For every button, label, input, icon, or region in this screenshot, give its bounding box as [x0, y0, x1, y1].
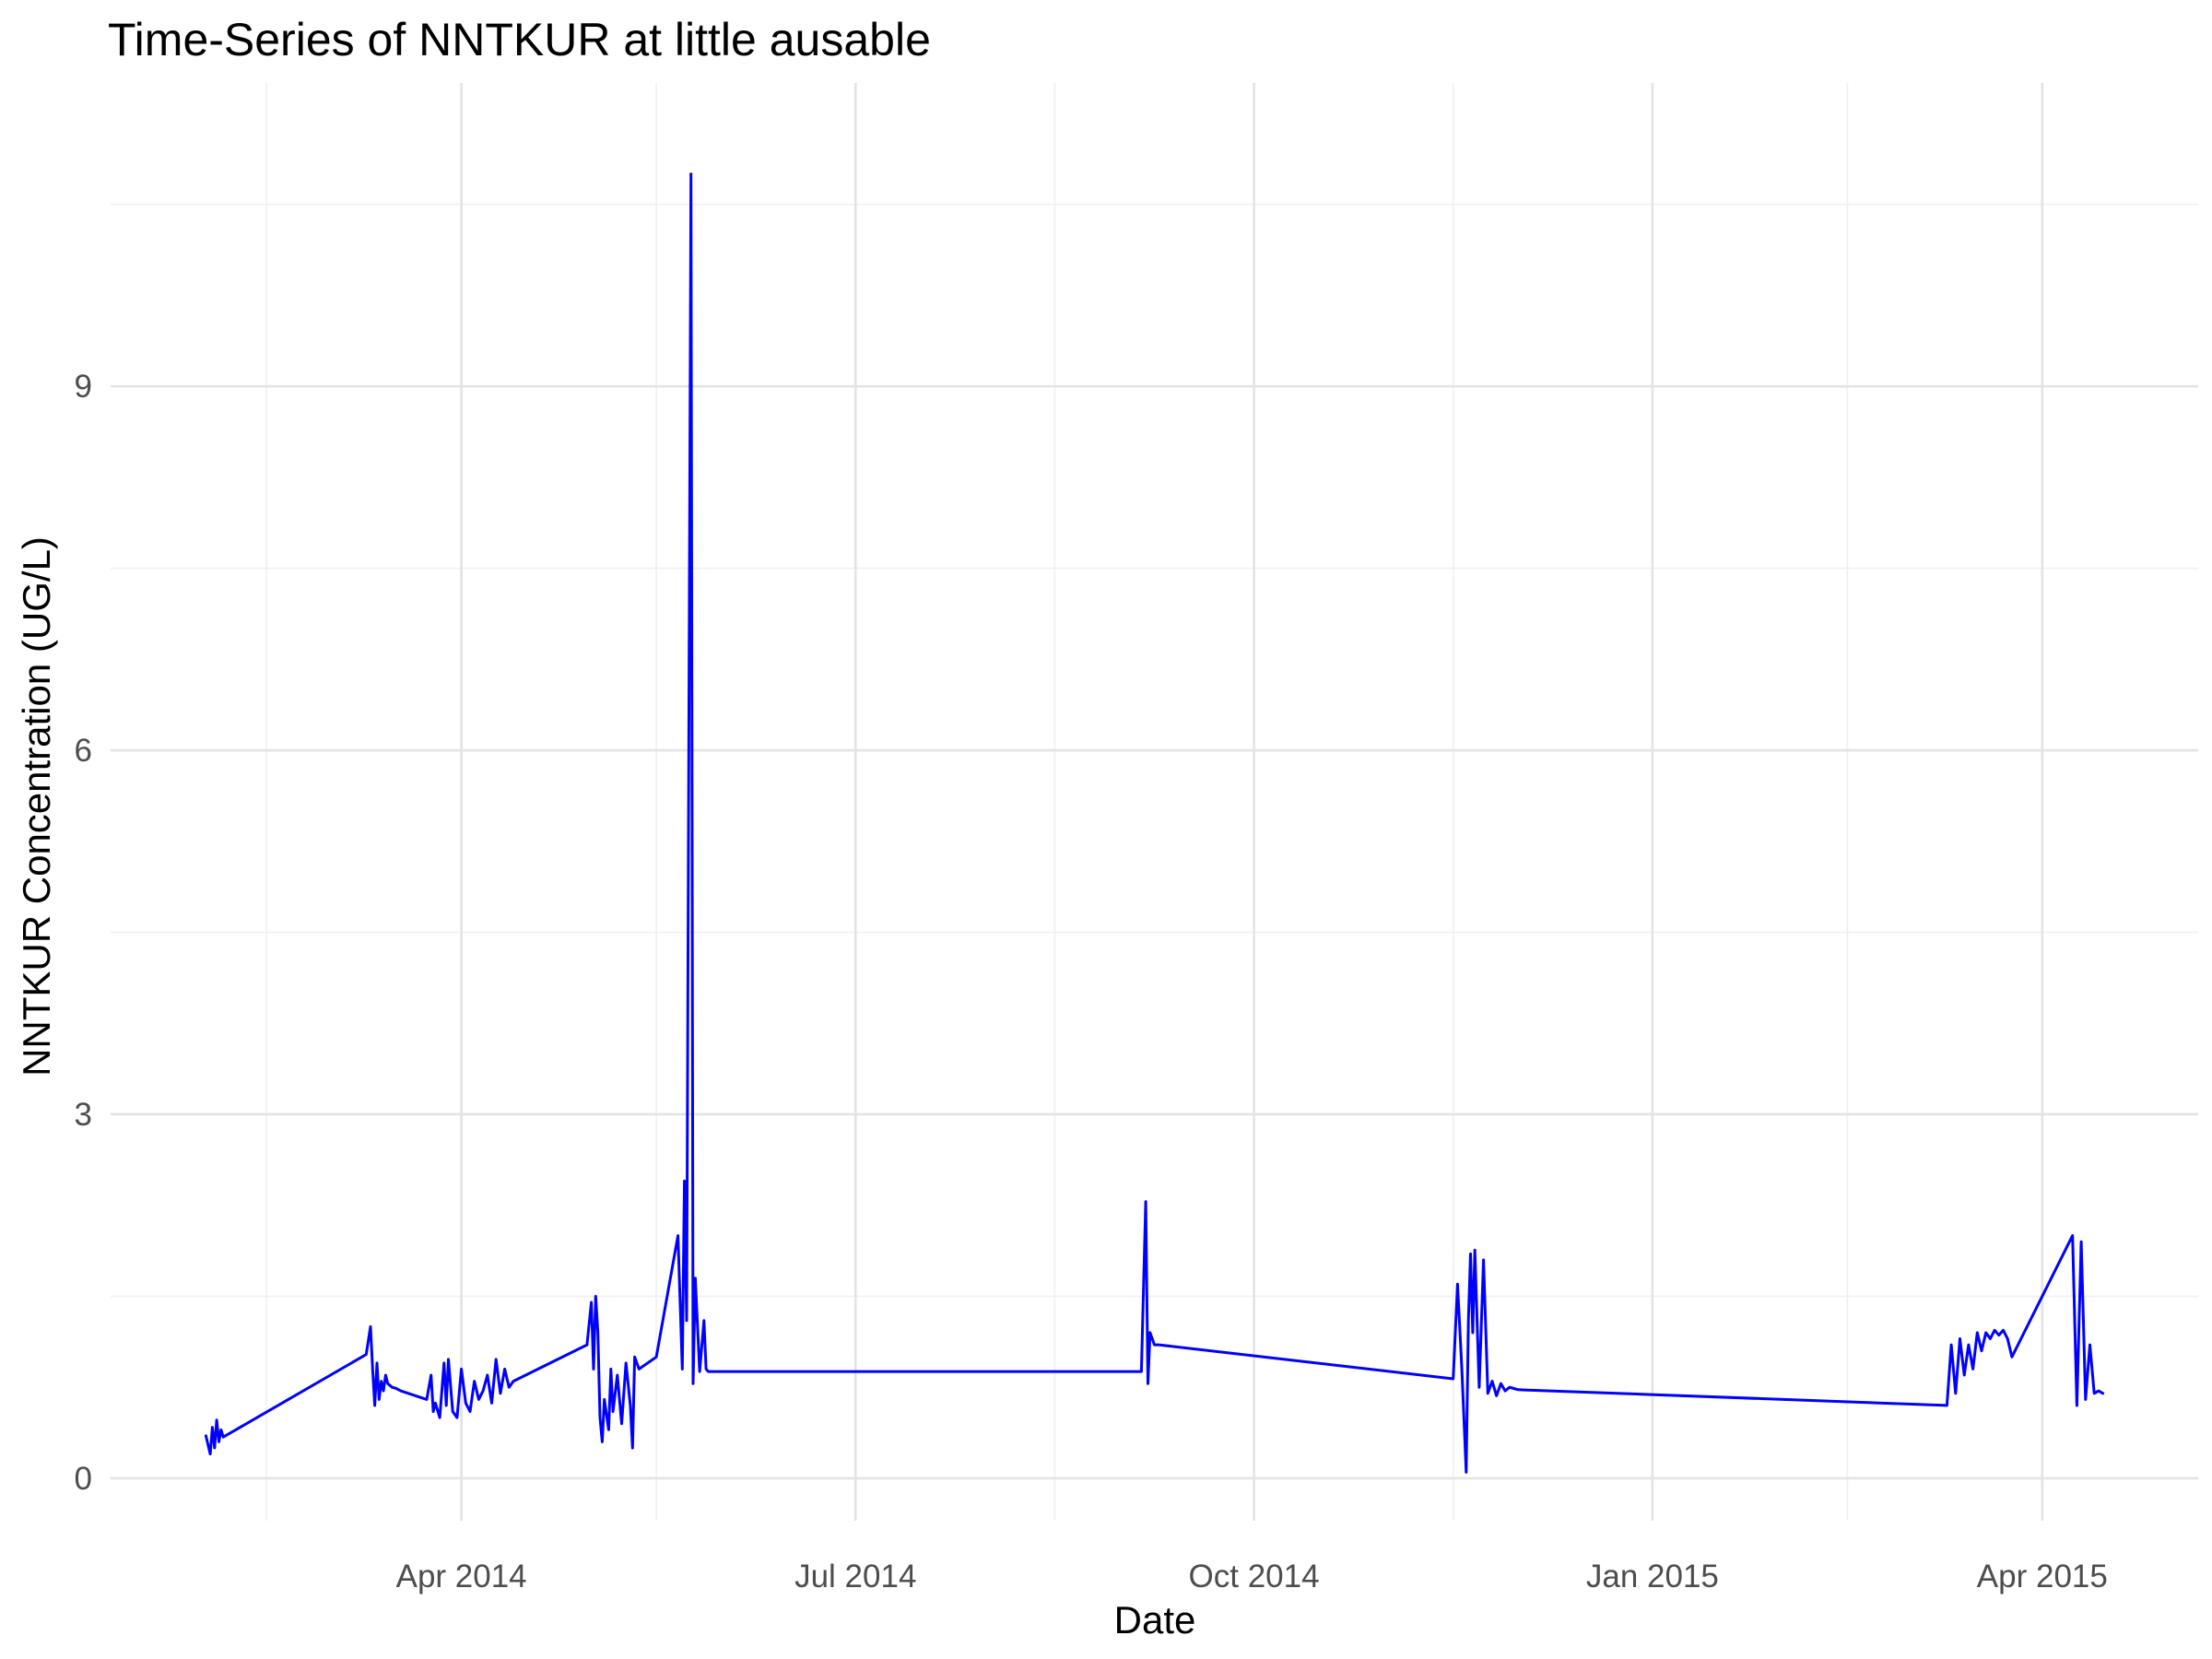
series-layer — [204, 172, 2105, 1474]
y-tick-label: 6 — [75, 733, 92, 769]
grid-lines — [111, 83, 2198, 1521]
y-tick-label: 9 — [75, 369, 92, 405]
series-line — [204, 172, 2105, 1474]
x-axis-title: Date — [1114, 1598, 1196, 1641]
x-tick-label: Apr 2015 — [1977, 1559, 2108, 1594]
y-tick-label: 0 — [75, 1461, 92, 1497]
x-tick-label: Oct 2014 — [1189, 1559, 1320, 1594]
y-tick-label: 3 — [75, 1097, 92, 1133]
y-axis-ticks: 0 3 6 9 — [75, 369, 92, 1497]
x-axis-ticks: Apr 2014 Jul 2014 Oct 2014 Jan 2015 Apr 2015 — [396, 1559, 2108, 1594]
chart-title: Time-Series of NNTKUR at little ausable — [108, 14, 931, 65]
x-tick-label: Apr 2014 — [396, 1559, 527, 1594]
x-tick-label: Jan 2015 — [1586, 1559, 1719, 1594]
x-tick-label: Jul 2014 — [794, 1559, 916, 1594]
y-axis-title: NNTKUR Concentration (UG/L) — [15, 536, 58, 1077]
